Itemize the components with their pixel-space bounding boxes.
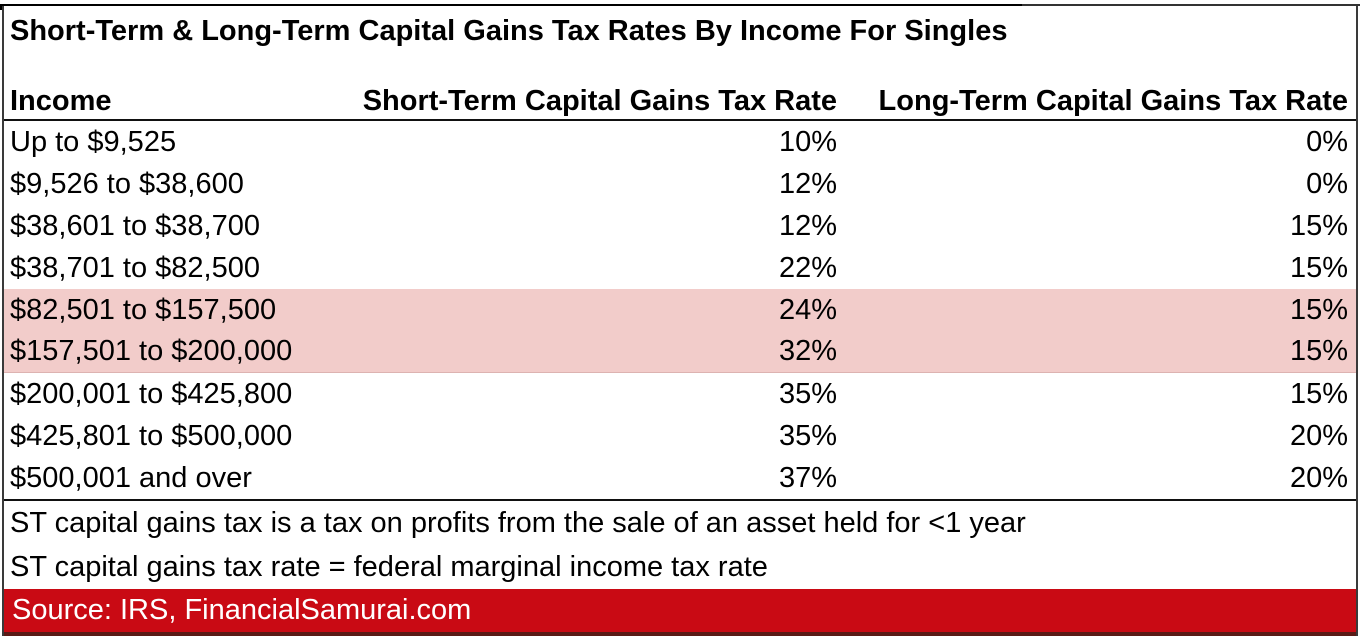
income-cell: $9,526 to $38,600 (10, 168, 244, 200)
income-cell: $38,701 to $82,500 (10, 252, 260, 284)
lt-rate-cell: 15% (1289, 210, 1348, 242)
lt-rate-cell: 15% (1289, 335, 1348, 367)
table-row: $425,801 to $500,000 35% 20% (4, 415, 1356, 457)
table-row: $38,701 to $82,500 22% 15% (4, 247, 1356, 289)
tax-rate-table: Short-Term & Long-Term Capital Gains Tax… (2, 6, 1358, 636)
footnote-short-term-definition: ST capital gains tax is a tax on profits… (10, 507, 1026, 539)
st-rate-cell: 35% (778, 378, 837, 410)
top-border-thin (1022, 4, 1360, 6)
income-cell: $500,001 and over (10, 462, 252, 494)
table-row: Up to $9,525 10% 0% (4, 121, 1356, 163)
table-header-row: Income Short-Term Capital Gains Tax Rate… (4, 83, 1356, 121)
income-cell: $82,501 to $157,500 (10, 294, 277, 326)
table-row-highlighted: $82,501 to $157,500 24% 15% (4, 289, 1356, 331)
income-cell: Up to $9,525 (10, 126, 177, 158)
st-rate-cell: 24% (778, 294, 837, 326)
st-rate-cell: 12% (778, 210, 837, 242)
income-cell: $157,501 to $200,000 (10, 335, 293, 367)
income-cell: $200,001 to $425,800 (10, 378, 293, 410)
source-attribution-bar: Source: IRS, FinancialSamurai.com (4, 589, 1356, 636)
st-rate-cell: 35% (778, 420, 837, 452)
footnote-short-term-rate-rule: ST capital gains tax rate = federal marg… (10, 551, 768, 583)
lt-rate-cell: 0% (1306, 126, 1348, 158)
st-rate-cell: 37% (778, 462, 837, 494)
lt-rate-cell: 20% (1289, 420, 1348, 452)
table-row: $500,001 and over 37% 20% (4, 457, 1356, 499)
lt-rate-cell: 15% (1289, 252, 1348, 284)
lt-rate-cell: 15% (1289, 378, 1348, 410)
footnotes: ST capital gains tax is a tax on profits… (4, 499, 1356, 589)
table-title: Short-Term & Long-Term Capital Gains Tax… (10, 15, 1008, 47)
income-cell: $38,601 to $38,700 (10, 210, 260, 242)
lt-rate-cell: 0% (1306, 168, 1348, 200)
lt-rate-cell: 15% (1289, 294, 1348, 326)
table-row-highlighted: $157,501 to $200,000 32% 15% (4, 331, 1356, 373)
table-row: $38,601 to $38,700 12% 15% (4, 205, 1356, 247)
column-header-long-term-rate: Long-Term Capital Gains Tax Rate (878, 85, 1348, 117)
st-rate-cell: 32% (778, 335, 837, 367)
st-rate-cell: 22% (778, 252, 837, 284)
st-rate-cell: 12% (778, 168, 837, 200)
table-row: $9,526 to $38,600 12% 0% (4, 163, 1356, 205)
lt-rate-cell: 20% (1289, 462, 1348, 494)
st-rate-cell: 10% (778, 126, 837, 158)
table-body: Up to $9,525 10% 0% $9,526 to $38,600 12… (4, 121, 1356, 499)
table-row: $200,001 to $425,800 35% 15% (4, 373, 1356, 415)
income-cell: $425,801 to $500,000 (10, 420, 293, 452)
column-header-income: Income (10, 85, 112, 117)
column-header-short-term-rate: Short-Term Capital Gains Tax Rate (362, 85, 837, 117)
